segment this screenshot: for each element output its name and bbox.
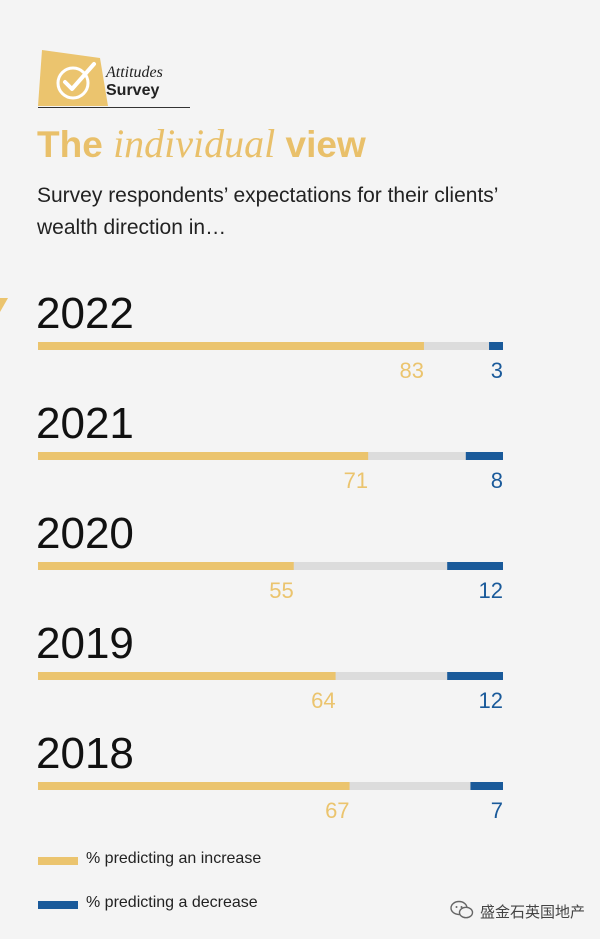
decrease-value-label: 3 [491, 358, 503, 383]
bar-decrease [447, 672, 503, 680]
year-label: 2018 [36, 729, 134, 778]
decrease-value-label: 7 [491, 798, 503, 823]
legend-decrease-swatch [38, 901, 78, 909]
chart-subtitle: Survey respondents’ expectations for the… [37, 184, 498, 239]
page-title: The individual view [37, 120, 366, 167]
bar-increase [38, 562, 294, 570]
legend-increase-swatch [38, 857, 78, 865]
bar-increase [38, 782, 350, 790]
bar-increase [38, 672, 336, 680]
bar-decrease [470, 782, 503, 790]
wealth-direction-chart: 2022 83 3 2021 71 8 2020 55 12 2019 64 12 2018 67 7 [36, 289, 503, 823]
badge-divider [38, 107, 190, 108]
legend-increase-label: % predicting an increase [86, 850, 262, 867]
year-label: 2020 [36, 509, 134, 558]
title-part1: The [37, 124, 114, 165]
attitudes-survey-badge: Attitudes Survey [38, 50, 190, 110]
increase-value-label: 64 [311, 688, 335, 713]
bar-decrease [447, 562, 503, 570]
increase-value-label: 83 [399, 358, 423, 383]
increase-value-label: 71 [344, 468, 368, 493]
checkmark-badge-icon [38, 50, 108, 106]
year-label: 2022 [36, 289, 134, 338]
bar-decrease [465, 452, 503, 460]
increase-value-label: 55 [269, 578, 293, 603]
badge-line1: Attitudes [106, 64, 163, 81]
legend-decrease-label: % predicting a decrease [86, 894, 258, 911]
year-label: 2019 [36, 619, 134, 668]
decrease-value-label: 12 [479, 688, 503, 713]
wechat-icon [450, 900, 474, 919]
decrease-value-label: 12 [479, 578, 503, 603]
bar-decrease [489, 342, 503, 350]
watermark-text: 盛金石英国地产 [480, 904, 586, 921]
badge-line2: Survey [106, 82, 160, 99]
title-part2: view [275, 124, 366, 165]
increase-value-label: 67 [325, 798, 349, 823]
decrease-value-label: 8 [491, 468, 503, 493]
bar-increase [38, 452, 369, 460]
year-label: 2021 [36, 399, 134, 448]
edge-arrow-icon [0, 298, 8, 312]
title-italic: individual [113, 121, 276, 166]
bar-increase [38, 342, 424, 350]
